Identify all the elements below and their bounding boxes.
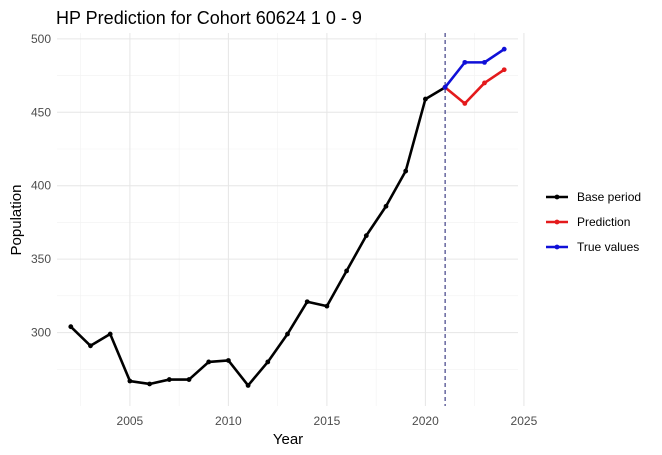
x-tick-label: 2010 xyxy=(215,414,242,428)
y-axis-title: Population xyxy=(8,185,25,256)
data-point-true-values xyxy=(462,59,468,65)
y-tick-label: 300 xyxy=(31,326,51,340)
x-axis-ticks: 2005 2010 2015 2020 2025 xyxy=(117,414,538,428)
data-point-base-period xyxy=(245,383,251,388)
series-line-prediction xyxy=(443,68,506,105)
x-tick-label: 2020 xyxy=(412,414,439,428)
x-tick-label: 2005 xyxy=(117,414,144,428)
data-point-base-period xyxy=(225,358,231,363)
data-point-base-period xyxy=(363,233,369,239)
data-point-true-values xyxy=(482,59,487,65)
data-point-base-period xyxy=(186,377,192,382)
y-axis-ticks: 300 350 400 450 500 xyxy=(31,32,51,340)
x-tick-label: 2025 xyxy=(511,414,538,428)
legend-label: Base period xyxy=(577,190,641,204)
legend-key-point xyxy=(554,244,560,250)
grid xyxy=(57,33,525,406)
series-base-period xyxy=(68,84,448,388)
y-tick-label: 400 xyxy=(31,179,51,193)
chart-title: HP Prediction for Cohort 60624 1 0 - 9 xyxy=(56,8,362,28)
data-point-base-period xyxy=(166,377,172,382)
data-point-base-period xyxy=(324,303,330,309)
data-point-base-period xyxy=(423,96,428,102)
data-point-true-values xyxy=(442,84,448,90)
data-point-base-period xyxy=(383,203,389,209)
data-point-true-values xyxy=(501,46,507,52)
data-point-base-period xyxy=(344,268,350,274)
data-point-base-period xyxy=(403,168,409,174)
data-point-base-period xyxy=(107,331,113,337)
x-axis-title: Year xyxy=(273,431,303,448)
legend-label: True values xyxy=(577,240,639,254)
y-tick-label: 450 xyxy=(31,105,51,119)
y-tick-label: 500 xyxy=(31,32,51,46)
series-line-base-period xyxy=(69,86,447,387)
data-point-base-period xyxy=(206,359,212,365)
data-point-base-period xyxy=(285,331,290,337)
data-point-prediction xyxy=(482,80,487,86)
series-line-true-values xyxy=(443,47,506,89)
legend-item-base-period: Base period xyxy=(546,190,641,204)
legend-key-point xyxy=(554,194,560,200)
legend-item-true-values: True values xyxy=(546,240,639,254)
legend-key-point xyxy=(554,219,560,225)
legend-label: Prediction xyxy=(577,215,630,229)
data-point-base-period xyxy=(265,359,271,365)
legend: Base period Prediction True values xyxy=(546,190,641,254)
y-tick-label: 350 xyxy=(31,252,51,266)
x-tick-label: 2015 xyxy=(314,414,341,428)
data-point-base-period xyxy=(88,343,93,349)
legend-item-prediction: Prediction xyxy=(546,215,630,229)
series-layer xyxy=(68,46,507,388)
data-point-prediction xyxy=(462,101,468,106)
data-point-base-period xyxy=(68,324,74,330)
data-point-base-period xyxy=(127,378,133,384)
data-point-base-period xyxy=(304,299,310,305)
data-point-base-period xyxy=(147,381,152,387)
series-true-values xyxy=(442,46,507,90)
data-point-prediction xyxy=(501,67,507,73)
